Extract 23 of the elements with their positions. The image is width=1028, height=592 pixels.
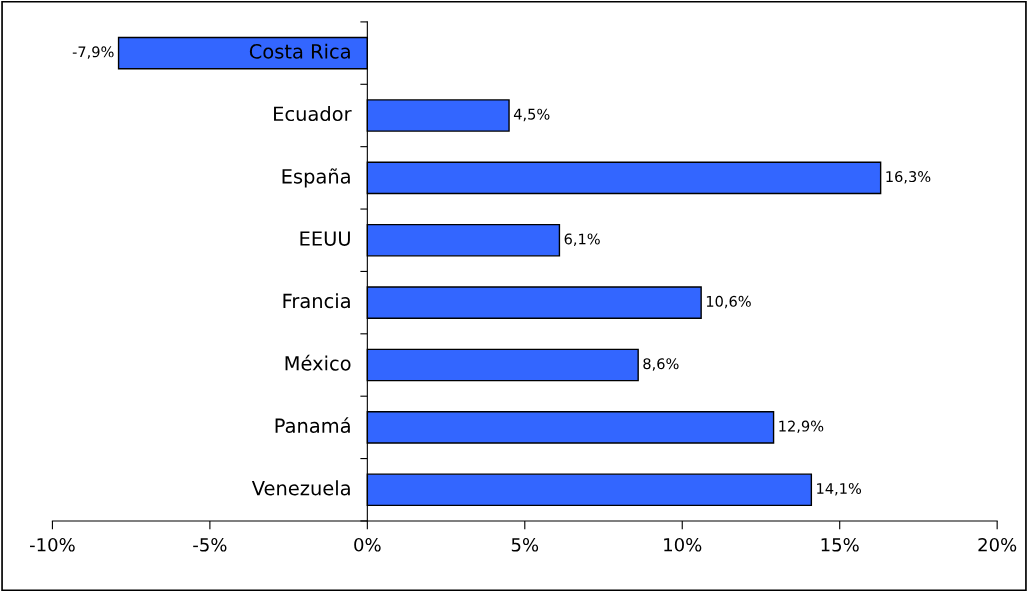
data-label: 6,1% <box>564 233 600 246</box>
y-tick-label: Panamá <box>275 417 350 434</box>
x-tick-label: 10% <box>664 537 702 552</box>
y-tick-label: EEUU <box>300 231 350 246</box>
y-tick-label: Francia <box>283 293 350 309</box>
x-tick-label: 0% <box>354 537 381 552</box>
y-tick-label: España <box>282 168 350 188</box>
data-label: 16,3% <box>886 171 931 184</box>
data-label: 4,5% <box>513 108 550 122</box>
y-tick-label: Venezuela <box>251 480 350 496</box>
data-label: 8,6% <box>643 358 679 371</box>
y-tick-label: México <box>285 354 351 371</box>
x-tick-label: 5% <box>511 537 539 552</box>
data-label: 10,6% <box>706 295 751 309</box>
data-label: 14,1% <box>817 482 862 496</box>
y-tick-label: Costa Rica <box>249 43 350 59</box>
data-label: -7,9% <box>72 46 114 59</box>
x-tick-label: -10% <box>29 537 75 552</box>
x-tick-label: 15% <box>821 537 859 552</box>
y-tick-label: Ecuador <box>274 106 352 122</box>
data-label: 12,9% <box>779 420 824 434</box>
x-tick-label: -5% <box>193 537 227 552</box>
x-tick-label: 20% <box>978 537 1017 552</box>
